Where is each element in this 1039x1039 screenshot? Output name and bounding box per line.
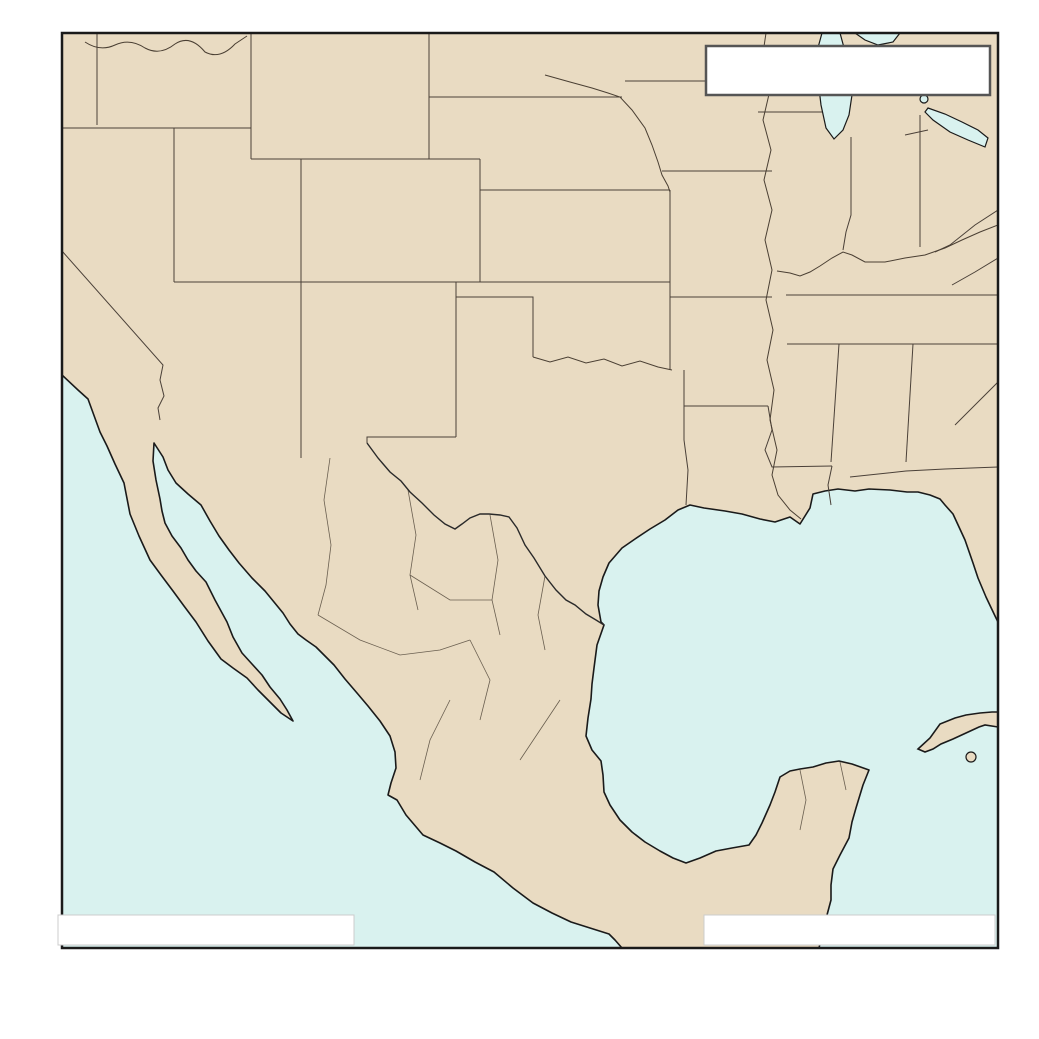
land-north-america <box>62 33 998 948</box>
red-river <box>532 356 673 371</box>
legend-mean <box>57 914 355 946</box>
branding-box <box>704 44 992 97</box>
mexico-state-borders <box>317 457 847 831</box>
land-isla-juventud <box>965 751 977 763</box>
person-icon <box>772 1003 786 1020</box>
watermark <box>772 1003 786 1020</box>
map-frame <box>60 31 1000 950</box>
rivers <box>84 33 998 520</box>
snake-river <box>84 35 248 56</box>
rio-grande-border <box>366 442 605 626</box>
land-cuba <box>916 711 998 753</box>
state-borders <box>62 33 998 506</box>
mississippi-river <box>761 33 802 520</box>
legend-color <box>703 914 996 946</box>
map-canvas <box>62 33 998 948</box>
lake-erie <box>924 107 989 148</box>
missouri-river <box>544 74 671 193</box>
lake-huron <box>853 33 901 46</box>
ohio-river <box>776 224 998 277</box>
